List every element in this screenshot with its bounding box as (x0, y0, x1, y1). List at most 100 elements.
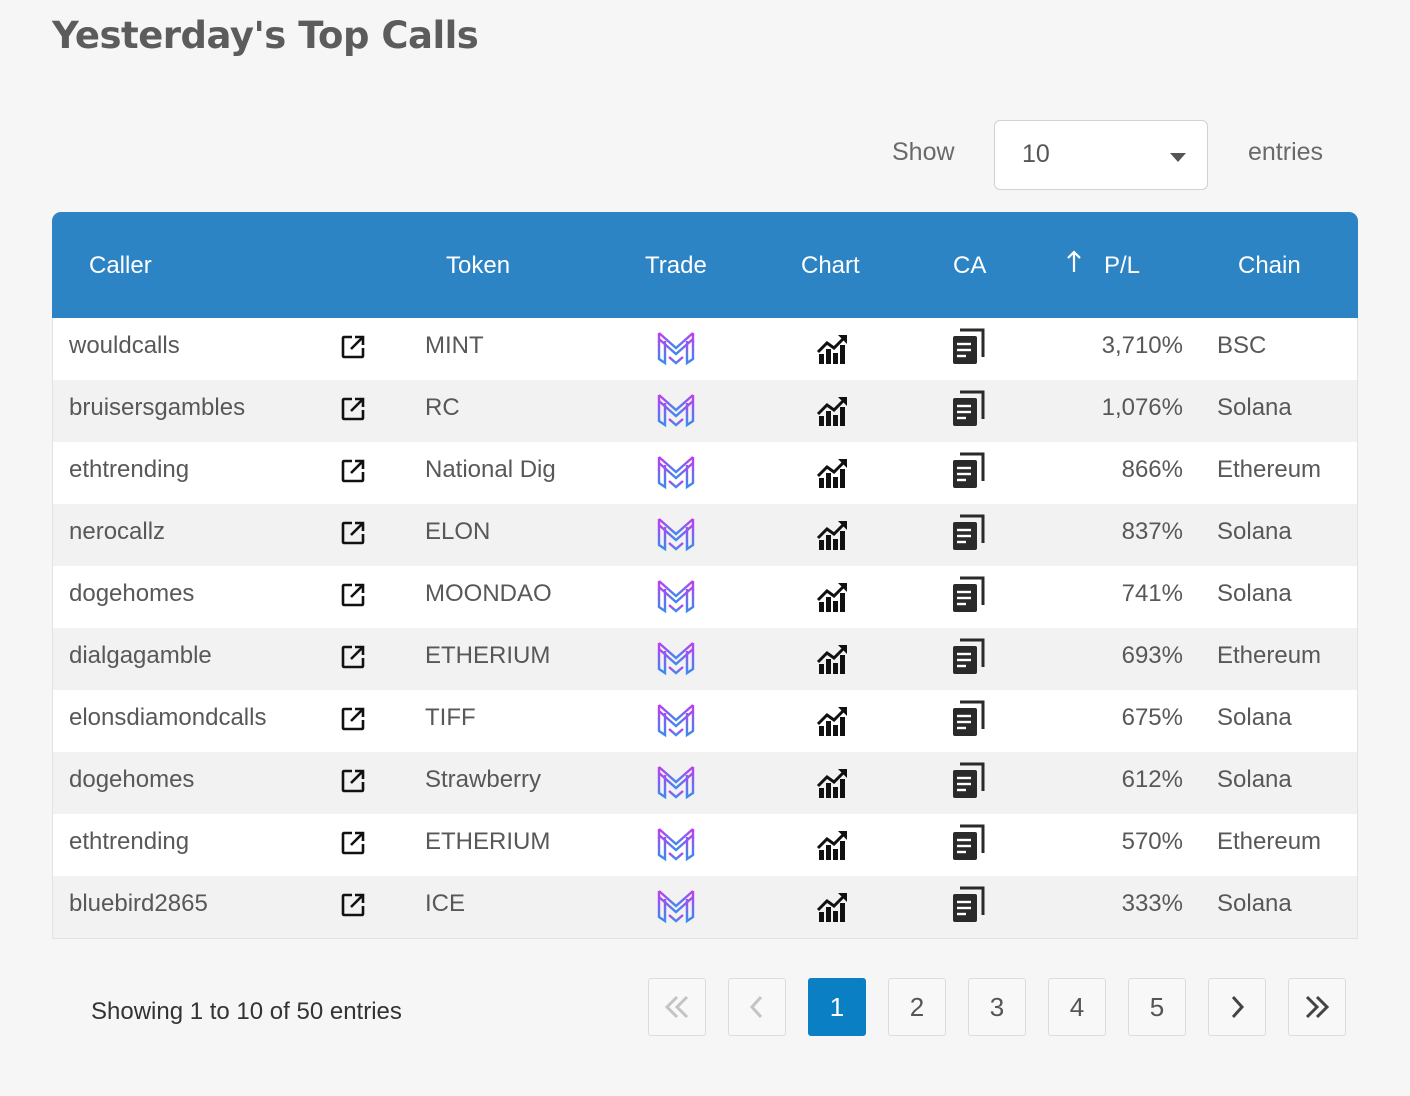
token-cell: National Dig (425, 456, 556, 483)
column-header-chart[interactable]: Chart (801, 252, 860, 279)
trade-logo-icon[interactable] (656, 453, 696, 498)
pl-cell: 675% (1121, 704, 1183, 731)
token-cell: ETHERIUM (425, 828, 551, 855)
chain-cell: Solana (1217, 890, 1292, 917)
copy-icon[interactable] (951, 886, 985, 931)
entries-length-select[interactable]: 10 (994, 120, 1208, 190)
page-button-4[interactable]: 4 (1048, 978, 1106, 1036)
copy-icon[interactable] (951, 762, 985, 807)
chain-cell: Ethereum (1217, 456, 1322, 483)
chart-icon[interactable] (816, 332, 850, 373)
next-page-button[interactable] (1208, 978, 1266, 1036)
pl-cell: 693% (1121, 642, 1183, 669)
page-button-2[interactable]: 2 (888, 978, 946, 1036)
entries-length-value: 10 (1022, 140, 1050, 168)
table-row: elonsdiamondcalls TIFF 675% Solana (53, 690, 1357, 752)
trade-logo-icon[interactable] (656, 515, 696, 560)
caller-cell: elonsdiamondcalls (69, 704, 267, 731)
pl-cell: 3,710% (1101, 332, 1183, 359)
last-page-button[interactable] (1288, 978, 1346, 1036)
trade-logo-icon[interactable] (656, 701, 696, 746)
copy-icon[interactable] (951, 328, 985, 373)
pl-cell: 1,076% (1101, 394, 1183, 421)
trade-logo-icon[interactable] (656, 639, 696, 684)
table-info: Showing 1 to 10 of 50 entries (91, 998, 402, 1025)
chain-cell: Solana (1217, 704, 1292, 731)
copy-icon[interactable] (951, 452, 985, 497)
token-cell: ICE (425, 890, 466, 917)
chain-cell: Solana (1217, 766, 1292, 793)
caret-down-icon (1170, 153, 1186, 162)
chevron-left-icon (749, 995, 763, 1019)
table-row: ethtrending National Dig 866% Ethereum (53, 442, 1357, 504)
chain-cell: Solana (1217, 394, 1292, 421)
double-chevron-left-icon (664, 995, 689, 1019)
double-chevron-right-icon (1305, 995, 1330, 1019)
copy-icon[interactable] (951, 638, 985, 683)
chart-icon[interactable] (816, 642, 850, 683)
prev-page-button[interactable] (728, 978, 786, 1036)
trade-logo-icon[interactable] (656, 887, 696, 932)
trade-logo-icon[interactable] (656, 825, 696, 870)
page-button-5[interactable]: 5 (1128, 978, 1186, 1036)
column-header-token[interactable]: Token (446, 252, 511, 279)
trade-logo-icon[interactable] (656, 391, 696, 436)
external-link-icon[interactable] (340, 334, 366, 367)
table-row: bluebird2865 ICE 333% Solana (53, 876, 1357, 938)
table-row: dogehomes Strawberry 612% Solana (53, 752, 1357, 814)
table-header: Caller Token Trade Chart CA P/L Chain (52, 212, 1358, 318)
external-link-icon[interactable] (340, 706, 366, 739)
sort-ascending-icon[interactable] (1067, 250, 1081, 274)
caller-cell: ethtrending (69, 828, 190, 855)
copy-icon[interactable] (951, 514, 985, 559)
column-header-chain[interactable]: Chain (1238, 252, 1301, 279)
chart-icon[interactable] (816, 890, 850, 931)
copy-icon[interactable] (951, 824, 985, 869)
pl-cell: 741% (1121, 580, 1183, 607)
external-link-icon[interactable] (340, 892, 366, 925)
column-header-ca[interactable]: CA (953, 252, 987, 279)
external-link-icon[interactable] (340, 458, 366, 491)
external-link-icon[interactable] (340, 830, 366, 863)
trade-logo-icon[interactable] (656, 763, 696, 808)
column-header-trade[interactable]: Trade (645, 252, 707, 279)
first-page-button[interactable] (648, 978, 706, 1036)
pl-cell: 612% (1121, 766, 1183, 793)
token-cell: MINT (425, 332, 484, 359)
page-button-1[interactable]: 1 (808, 978, 866, 1036)
chain-cell: Solana (1217, 518, 1292, 545)
page-button-3[interactable]: 3 (968, 978, 1026, 1036)
caller-cell: bluebird2865 (69, 890, 208, 917)
chart-icon[interactable] (816, 394, 850, 435)
chart-icon[interactable] (816, 456, 850, 497)
chart-icon[interactable] (816, 580, 850, 621)
copy-icon[interactable] (951, 576, 985, 621)
table-row: bruisersgambles RC 1,076% Solana (53, 380, 1357, 442)
chain-cell: BSC (1217, 332, 1267, 359)
copy-icon[interactable] (951, 700, 985, 745)
caller-cell: wouldcalls (69, 332, 180, 359)
chain-cell: Ethereum (1217, 828, 1322, 855)
table-row: dialgagamble ETHERIUM 693% Ethereum (53, 628, 1357, 690)
chart-icon[interactable] (816, 828, 850, 869)
column-header-pl[interactable]: P/L (1104, 252, 1141, 279)
external-link-icon[interactable] (340, 582, 366, 615)
caller-cell: bruisersgambles (69, 394, 246, 421)
chart-icon[interactable] (816, 704, 850, 745)
show-label: Show (892, 138, 955, 166)
trade-logo-icon[interactable] (656, 329, 696, 374)
external-link-icon[interactable] (340, 520, 366, 553)
copy-icon[interactable] (951, 390, 985, 435)
column-header-caller[interactable]: Caller (89, 252, 152, 279)
table-row: dogehomes MOONDAO 741% Solana (53, 566, 1357, 628)
external-link-icon[interactable] (340, 644, 366, 677)
trade-logo-icon[interactable] (656, 577, 696, 622)
table-body: wouldcalls MINT 3,710% BSC bruisersgambles RC… (52, 318, 1358, 939)
external-link-icon[interactable] (340, 396, 366, 429)
table-row: wouldcalls MINT 3,710% BSC (53, 318, 1357, 380)
chain-cell: Ethereum (1217, 642, 1322, 669)
chart-icon[interactable] (816, 766, 850, 807)
caller-cell: nerocallz (69, 518, 166, 545)
chart-icon[interactable] (816, 518, 850, 559)
external-link-icon[interactable] (340, 768, 366, 801)
